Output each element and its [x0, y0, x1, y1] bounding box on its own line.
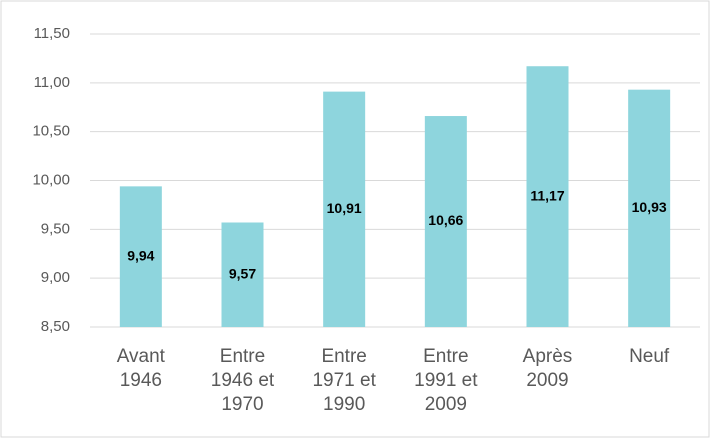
data-label: 10,66 [428, 212, 463, 228]
data-label: 10,93 [632, 199, 667, 215]
bar [628, 89, 671, 327]
y-tick-label: 11,50 [34, 25, 70, 42]
y-tick-label: 9,00 [41, 269, 70, 286]
y-tick-label: 9,50 [41, 220, 70, 237]
bar [221, 222, 264, 327]
x-tick-label: Neuf [629, 346, 670, 367]
data-label: 10,91 [327, 200, 362, 216]
y-tick-label: 10,50 [32, 123, 70, 140]
x-tick-label: Après 2009 [522, 346, 573, 391]
y-tick-label: 8,50 [41, 318, 70, 335]
bar [323, 91, 366, 327]
x-tick-label: Avant 1946 [116, 346, 165, 391]
x-tick-label: Entre 1946 et 1970 [210, 346, 275, 415]
bar [424, 116, 467, 327]
bar [119, 186, 162, 327]
y-tick-label: 10,00 [32, 171, 70, 188]
data-label: 9,94 [127, 247, 154, 263]
x-tick-label: Entre 1991 et 2009 [414, 346, 478, 415]
data-label: 9,57 [229, 265, 256, 281]
data-label: 11,17 [530, 187, 564, 203]
x-tick-label: Entre 1971 et 1990 [312, 346, 376, 415]
bar [526, 66, 569, 327]
y-tick-label: 11,00 [34, 74, 70, 91]
